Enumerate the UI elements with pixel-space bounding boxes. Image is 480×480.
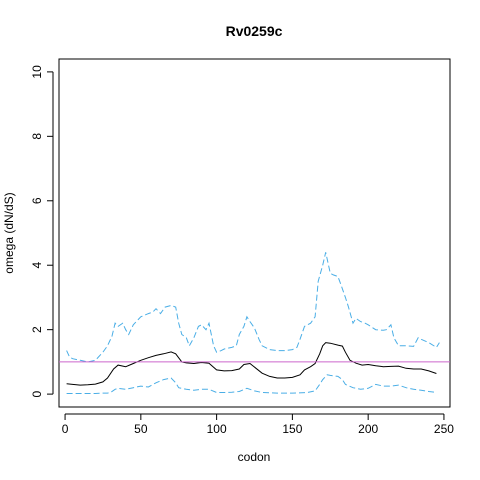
y-axis: 0 2 4 6 8 10	[30, 65, 54, 397]
y-tick-label: 6	[30, 197, 44, 204]
x-axis-label: codon	[238, 450, 271, 464]
series-line-lower	[66, 374, 437, 394]
y-tick-label: 2	[30, 326, 44, 333]
x-tick-label: 250	[434, 422, 454, 436]
series-line-upper	[66, 252, 440, 363]
chart-title: Rv0259c	[226, 23, 283, 39]
y-tick-label: 0	[30, 390, 44, 397]
x-tick-label: 150	[282, 422, 302, 436]
x-tick-label: 200	[358, 422, 378, 436]
series-line-estimate	[66, 342, 437, 386]
x-axis: 0 50 100 150 200 250	[62, 413, 454, 436]
plot-area	[59, 252, 450, 394]
plot-frame	[58, 58, 451, 408]
y-tick-label: 4	[30, 262, 44, 269]
y-axis-label: omega (dN/dS)	[2, 192, 16, 273]
y-tick-label: 8	[30, 133, 44, 140]
x-tick-label: 50	[134, 422, 148, 436]
x-tick-label: 100	[207, 422, 227, 436]
x-tick-label: 0	[62, 422, 69, 436]
y-tick-label: 10	[30, 65, 44, 79]
